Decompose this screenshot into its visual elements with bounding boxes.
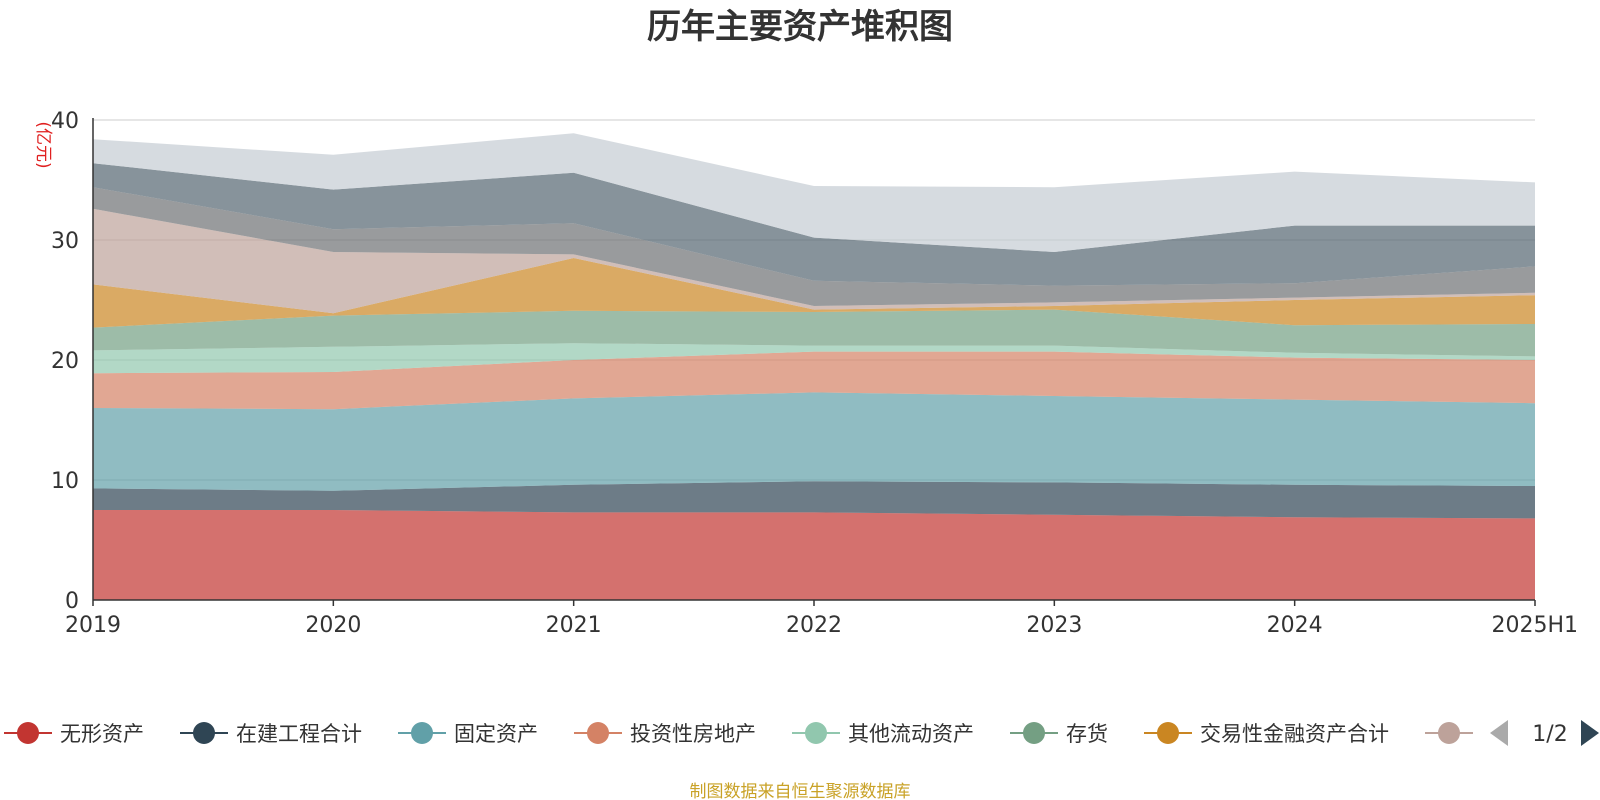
x-tick-label: 2025H1 [1491,613,1578,638]
x-tick-label: 2021 [546,613,602,638]
legend-dot-icon [411,722,433,744]
area-1[interactable] [93,510,1535,600]
area-3[interactable] [93,392,1535,491]
area-6[interactable] [93,309,1535,357]
y-tick-label: 0 [65,589,79,614]
legend-label: 其他流动资产 [848,722,974,746]
legend-label: 存货 [1066,722,1108,746]
chart-title: 历年主要资产堆积图 [647,7,953,47]
axes: 0 10 20 30 40 2019 2020 2021 2022 2023 2024 2025H1 [51,109,1578,638]
legend-dot-icon [17,722,39,744]
legend-item-1[interactable]: 无形资产 [4,722,144,746]
x-tick-label: 2019 [65,613,121,638]
source-note: 制图数据来自恒生聚源数据库 [690,782,911,800]
legend-item-4[interactable]: 投资性房地产 [574,722,756,746]
area-5[interactable] [93,343,1535,374]
legend-item-partial[interactable] [1425,722,1473,744]
area-7[interactable] [93,258,1535,328]
legend-pager[interactable]: 1/2 [1490,720,1599,747]
y-tick-label: 10 [51,469,79,494]
area-10[interactable] [93,163,1535,286]
prev-page-icon[interactable] [1490,720,1508,746]
legend-item-2[interactable]: 在建工程合计 [180,722,362,746]
legend-dot-icon [1157,722,1179,744]
y-axis-unit: (亿元) [33,121,53,168]
x-tick-label: 2024 [1267,613,1323,638]
y-tick-label: 30 [51,229,79,254]
legend-dot-icon [805,722,827,744]
legend-dot-icon [193,722,215,744]
legend-dot-icon [587,722,609,744]
y-tick-label: 40 [51,109,79,134]
legend-label: 投资性房地产 [630,722,756,746]
area-11[interactable] [93,133,1535,252]
area-8[interactable] [93,208,1535,314]
area-4[interactable] [93,351,1535,410]
legend-item-7[interactable]: 交易性金融资产合计 [1144,722,1389,746]
legend-page-indicator: 1/2 [1532,722,1567,747]
area-series [93,133,1535,600]
legend[interactable]: 无形资产 在建工程合计 固定资产 投资性房地产 其他流动资产 存货 交易性金融资产合计 [4,705,1600,761]
area-9[interactable] [93,187,1535,306]
area-2[interactable] [93,481,1535,519]
legend-dot-icon [1023,722,1045,744]
x-tick-label: 2022 [786,613,842,638]
legend-label: 固定资产 [454,722,538,746]
legend-label: 无形资产 [60,722,144,746]
legend-label: 在建工程合计 [236,722,362,746]
legend-label: 交易性金融资产合计 [1200,722,1389,746]
next-page-icon[interactable] [1581,720,1599,746]
x-tick-label: 2023 [1026,613,1082,638]
legend-item-6[interactable]: 存货 [1010,722,1108,746]
y-tick-label: 20 [51,349,79,374]
x-tick-label: 2020 [305,613,361,638]
legend-item-5[interactable]: 其他流动资产 [792,722,974,746]
legend-item-3[interactable]: 固定资产 [398,722,538,746]
legend-dot-icon [1438,722,1460,744]
